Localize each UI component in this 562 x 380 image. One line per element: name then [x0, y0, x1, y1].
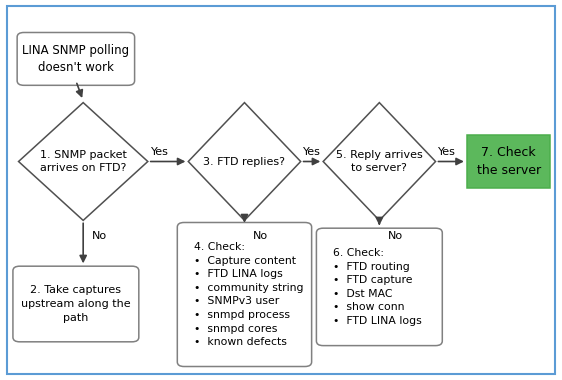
Text: Yes: Yes [303, 147, 321, 157]
Polygon shape [19, 103, 148, 220]
Text: Yes: Yes [438, 147, 456, 157]
Polygon shape [188, 103, 301, 220]
Text: 7. Check
the server: 7. Check the server [477, 146, 541, 177]
Text: 5. Reply arrives
to server?: 5. Reply arrives to server? [336, 150, 423, 173]
Polygon shape [323, 103, 436, 220]
Text: 2. Take captures
upstream along the
path: 2. Take captures upstream along the path [21, 285, 131, 323]
FancyBboxPatch shape [178, 222, 311, 366]
Text: 3. FTD replies?: 3. FTD replies? [203, 157, 285, 166]
Text: 1. SNMP packet
arrives on FTD?: 1. SNMP packet arrives on FTD? [40, 150, 126, 173]
Text: LINA SNMP polling
doesn't work: LINA SNMP polling doesn't work [22, 44, 129, 74]
FancyBboxPatch shape [316, 228, 442, 346]
Text: Yes: Yes [151, 147, 169, 157]
FancyBboxPatch shape [17, 33, 134, 86]
FancyBboxPatch shape [466, 135, 551, 188]
Text: No: No [253, 231, 268, 241]
Text: 6. Check:
•  FTD routing
•  FTD capture
•  Dst MAC
•  show conn
•  FTD LINA logs: 6. Check: • FTD routing • FTD capture • … [333, 248, 422, 326]
Text: No: No [92, 231, 107, 241]
Text: 4. Check:
•  Capture content
•  FTD LINA logs
•  community string
•  SNMPv3 user: 4. Check: • Capture content • FTD LINA l… [194, 242, 303, 347]
Text: No: No [388, 231, 403, 241]
FancyBboxPatch shape [13, 266, 139, 342]
